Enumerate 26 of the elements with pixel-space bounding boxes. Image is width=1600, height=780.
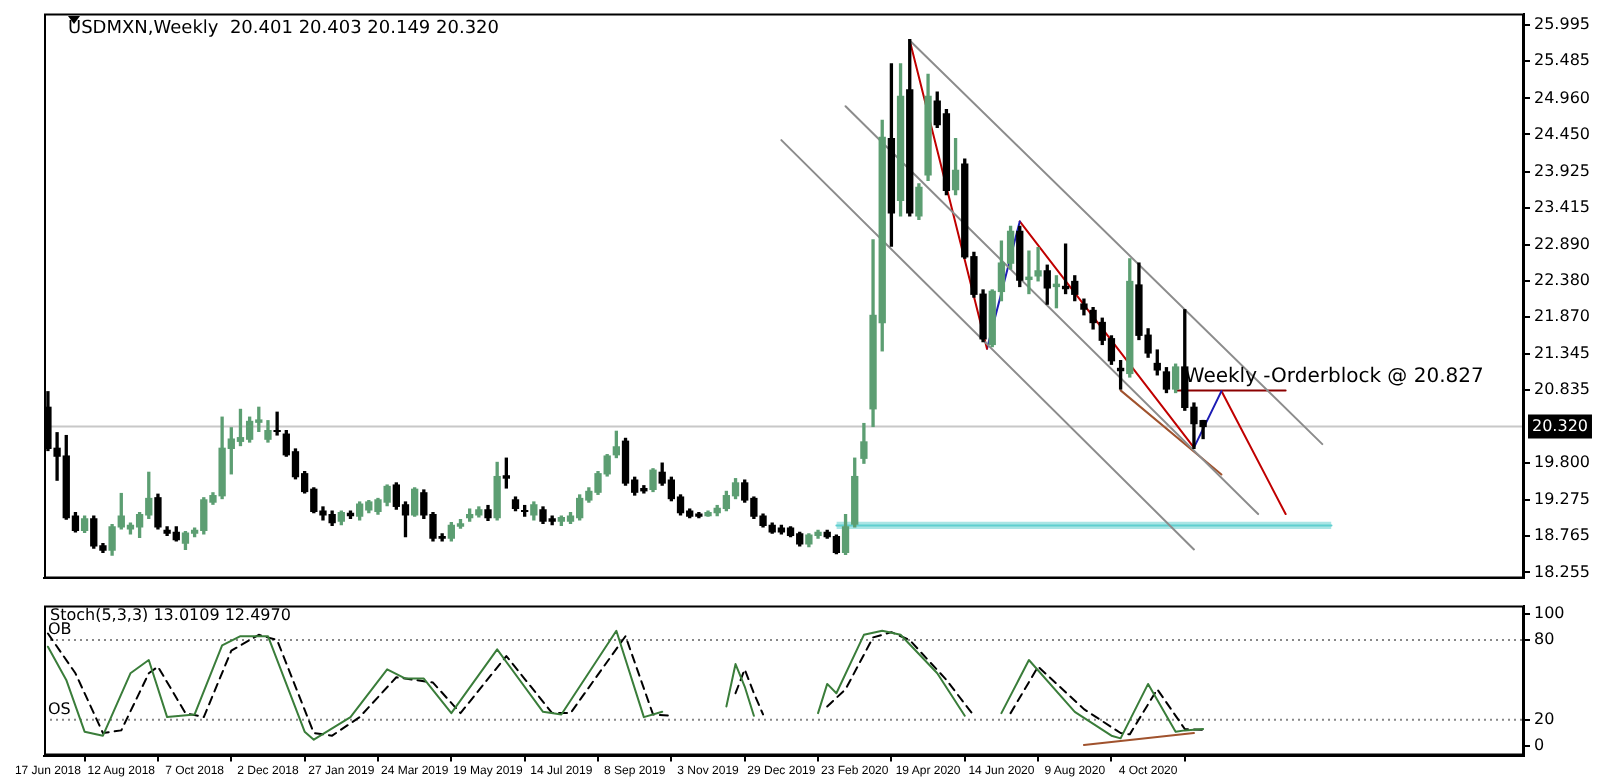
ref-line-label: 20.320 <box>1532 416 1588 435</box>
y-tick-label: 21.345 <box>1534 344 1590 363</box>
ref-line-label: OS <box>48 699 71 718</box>
y-tick-label: 18.765 <box>1534 526 1590 545</box>
annotation: Weekly -Orderblock @ 20.827 <box>1184 365 1484 388</box>
y-tick-label: 18.255 <box>1534 562 1590 581</box>
y-tick-label: 19.275 <box>1534 490 1590 509</box>
y-tick-label: 20.835 <box>1534 380 1590 399</box>
chart-title: USDMXN,Weekly 20.401 20.403 20.149 20.320 <box>68 19 500 40</box>
y-tick-label: 0 <box>1534 736 1545 755</box>
y-tick-label: 80 <box>1534 630 1555 649</box>
chart-title: Stoch(5,3,3) 13.0109 12.4970 <box>50 605 291 624</box>
y-tick-label: 21.870 <box>1534 307 1590 326</box>
candlestick <box>273 411 281 436</box>
y-tick-label: 20 <box>1534 709 1555 728</box>
y-tick-label: 100 <box>1534 603 1565 622</box>
y-tick-label: 24.450 <box>1534 124 1590 143</box>
y-tick-label: 25.995 <box>1534 15 1590 34</box>
y-tick-label: 19.800 <box>1534 453 1590 472</box>
y-tick-label: 23.415 <box>1534 197 1590 216</box>
y-tick-label: 22.890 <box>1534 234 1590 253</box>
y-tick-label: 24.960 <box>1534 88 1590 107</box>
ref-line-label: OB <box>48 620 72 639</box>
y-tick-label: 23.925 <box>1534 161 1590 180</box>
y-tick-label: 22.380 <box>1534 270 1590 289</box>
y-tick-label: 25.485 <box>1534 51 1590 70</box>
